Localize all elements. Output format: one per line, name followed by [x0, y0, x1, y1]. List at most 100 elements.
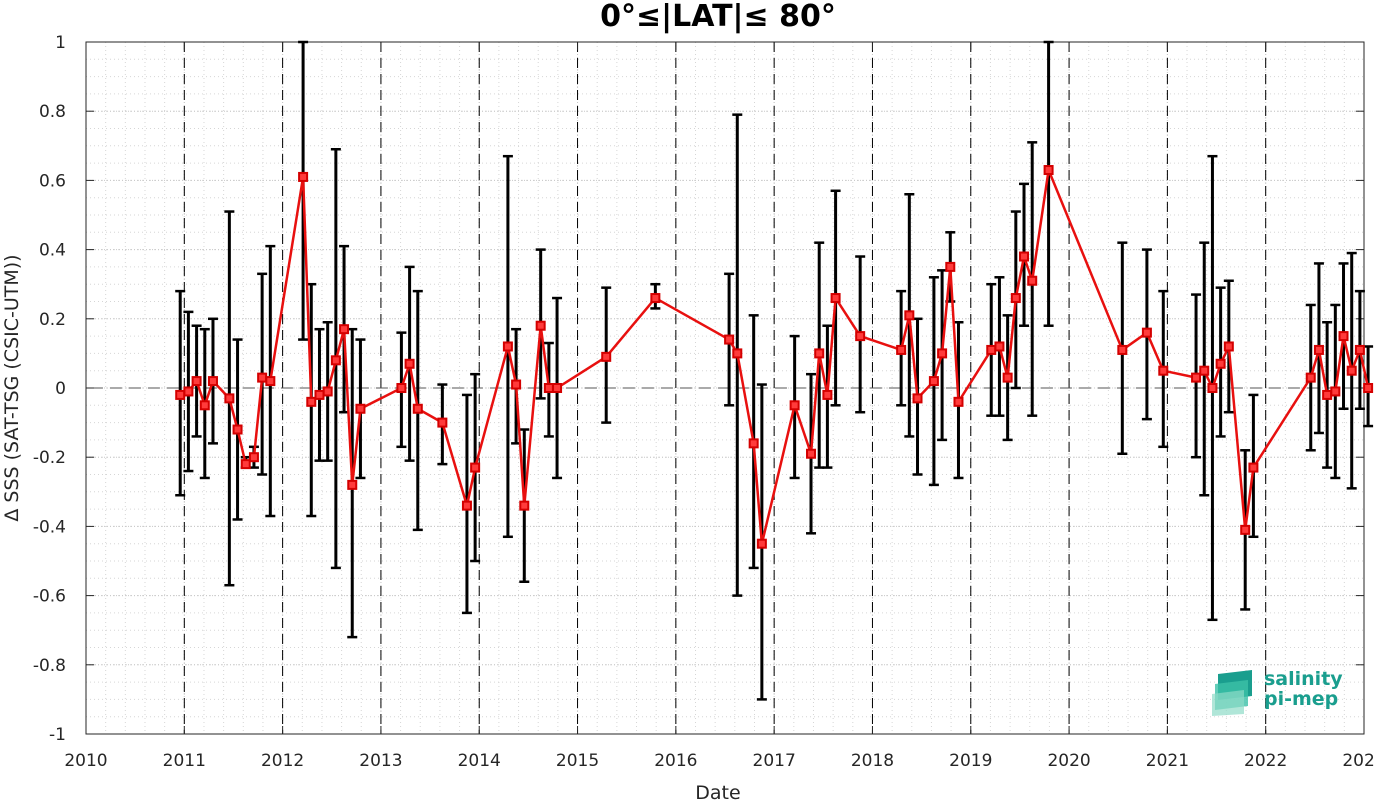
data-point-marker [896, 344, 907, 355]
x-tick-label: 2021 [1146, 751, 1189, 771]
data-point-marker [756, 538, 767, 549]
data-point-marker [232, 424, 243, 435]
data-point-marker [437, 417, 448, 428]
data-point-marker [1002, 372, 1013, 383]
x-tick-label: 2022 [1244, 751, 1287, 771]
data-point-marker [1363, 383, 1374, 393]
data-point-marker [511, 379, 522, 390]
data-point-marker [855, 331, 866, 342]
data-point-marker [322, 386, 333, 397]
data-point-marker [1338, 331, 1349, 342]
data-point-marker [601, 351, 612, 362]
x-tick-label: 2011 [163, 751, 206, 771]
salinity-pi-mep-logo: salinity pi-mep [1212, 666, 1352, 718]
x-tick-label: 2014 [458, 751, 501, 771]
data-point-marker [535, 320, 546, 331]
data-point-marker [748, 438, 759, 449]
data-point-marker [175, 389, 186, 400]
data-point-marker [404, 358, 415, 369]
data-point-marker [1117, 344, 1128, 355]
data-point-marker [1322, 389, 1333, 400]
data-point-marker [1305, 372, 1316, 383]
y-tick-label: -0.4 [33, 517, 66, 537]
data-point-marker [937, 348, 948, 359]
data-point-marker [789, 400, 800, 411]
x-tick-label: 2020 [1047, 751, 1090, 771]
data-point-marker [1215, 358, 1226, 369]
logo-wave-icon [1212, 670, 1252, 716]
data-point-marker [265, 376, 276, 387]
data-point-marker [1199, 365, 1210, 376]
data-point-marker [355, 403, 366, 414]
data-point-marker [1223, 341, 1234, 352]
x-tick-label: 2012 [261, 751, 304, 771]
data-point-marker [347, 479, 358, 490]
data-point-marker [191, 376, 202, 387]
data-point-marker [994, 341, 1005, 352]
y-tick-label: 0.2 [39, 310, 66, 330]
data-point-marker [1027, 275, 1038, 286]
x-tick-label: 2019 [949, 751, 992, 771]
data-point-marker [814, 348, 825, 359]
y-tick-label: -1 [49, 725, 66, 745]
x-tick-label: 2016 [654, 751, 697, 771]
data-point-marker [1313, 344, 1324, 355]
y-tick-label: -0.8 [33, 656, 66, 676]
y-tick-label: -0.6 [33, 587, 66, 607]
data-point-marker [1019, 251, 1030, 262]
data-point-marker [912, 393, 923, 404]
data-point-marker [1158, 365, 1169, 376]
logo-text-line1: salinity [1264, 668, 1343, 690]
data-point-marker [314, 389, 325, 400]
data-point-marker [552, 383, 563, 393]
x-tick-label: 2015 [556, 751, 599, 771]
data-point-marker [732, 348, 743, 359]
data-point-marker [1330, 386, 1341, 397]
data-point-marker [470, 462, 481, 473]
data-point-marker [904, 310, 915, 321]
data-point-marker [1207, 383, 1218, 393]
data-point-marker [928, 376, 939, 387]
data-point-marker [830, 293, 841, 304]
data-point-marker [199, 400, 210, 411]
data-point-marker [339, 324, 350, 335]
data-point-marker [248, 452, 259, 463]
x-tick-label: 2023 [1342, 751, 1375, 771]
y-tick-label: -0.2 [33, 448, 66, 468]
data-point-marker [183, 386, 194, 397]
y-tick-label: 1 [55, 33, 66, 53]
data-point-marker [953, 396, 964, 407]
data-point-marker [519, 500, 530, 511]
data-point-marker [502, 341, 513, 352]
x-tick-label: 2017 [753, 751, 796, 771]
data-point-marker [1141, 327, 1152, 338]
data-point-marker [306, 396, 317, 407]
data-point-marker [1354, 344, 1365, 355]
x-axis-label: Date [695, 782, 740, 801]
y-tick-label: 0.6 [39, 171, 66, 191]
x-tick-label: 2018 [851, 751, 894, 771]
data-point-marker [543, 383, 554, 393]
data-point-marker [724, 334, 735, 345]
data-point-marker [650, 293, 661, 304]
data-point-marker [461, 500, 472, 511]
data-point-marker [1010, 293, 1021, 304]
x-tick-label: 2010 [64, 751, 107, 771]
y-tick-label: 0.8 [39, 102, 66, 122]
data-point-marker [1248, 462, 1259, 473]
data-point-marker [1346, 365, 1357, 376]
logo-text-line2: pi-mep [1264, 688, 1339, 710]
x-tick-label: 2013 [359, 751, 402, 771]
data-point-marker [298, 171, 309, 182]
data-point-marker [806, 448, 817, 459]
data-point-marker [1191, 372, 1202, 383]
chart-title: 0°≤|LAT|≤ 80° [600, 0, 836, 34]
data-point-marker [412, 403, 423, 414]
data-point-marker [396, 383, 407, 393]
data-point-marker [822, 389, 833, 400]
data-point-marker [1043, 165, 1054, 176]
data-point-marker [945, 261, 956, 272]
y-tick-label: 0.4 [39, 241, 66, 261]
data-point-marker [330, 355, 341, 366]
